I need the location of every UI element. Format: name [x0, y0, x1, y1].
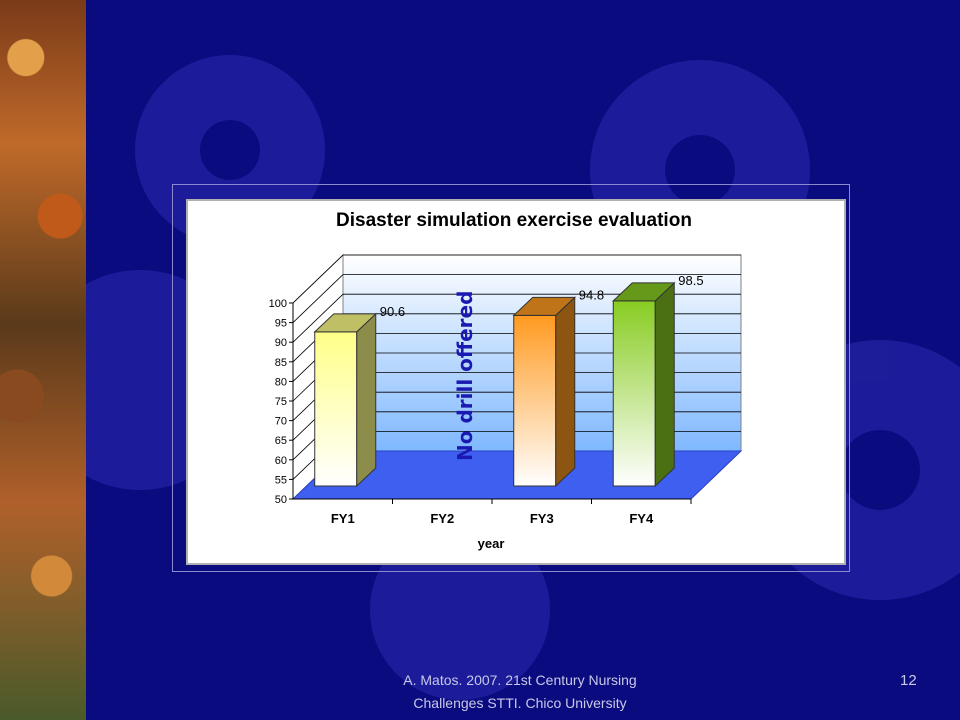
y-tick-label: 80	[275, 376, 287, 388]
x-tick-label: FY1	[331, 511, 355, 526]
footer-citation-line2: Challenges STTI. Chico University	[413, 695, 627, 711]
chart: Disaster simulation exercise evaluation …	[269, 210, 743, 551]
slide-number: 12	[900, 672, 917, 689]
y-tick-label: 90	[275, 337, 287, 349]
bar-front	[612, 300, 656, 487]
gridline	[292, 254, 344, 304]
y-tick-label: 100	[269, 298, 287, 310]
bar-fy1	[313, 312, 378, 488]
bar-top	[313, 313, 378, 333]
bar-side	[555, 296, 576, 488]
chart-frame	[172, 184, 850, 572]
data-label: 98.5	[678, 273, 703, 288]
gridline	[292, 293, 344, 343]
data-label: 90.6	[380, 304, 405, 319]
x-tick-label: FY4	[629, 511, 654, 526]
bar-front	[513, 314, 557, 487]
y-tick-label: 75	[275, 396, 287, 408]
y-tick-label: 55	[275, 474, 287, 486]
bar-fy4	[611, 281, 676, 488]
x-tick-label: FY3	[530, 511, 554, 526]
y-tick-label: 65	[275, 435, 287, 447]
x-tick-label: FY2	[430, 511, 454, 526]
chart-title: Disaster simulation exercise evaluation	[336, 210, 692, 231]
y-tick-label: 95	[275, 318, 287, 330]
y-tick-label: 85	[275, 357, 287, 369]
bar-front	[314, 331, 358, 487]
bar-fy3	[512, 296, 577, 488]
y-tick-label: 50	[275, 494, 287, 506]
footer-citation-line1: A. Matos. 2007. 21st Century Nursing	[403, 672, 637, 688]
chart-bars: 90.6 94.8 98.5	[313, 273, 704, 488]
bar-top	[611, 282, 676, 302]
x-axis-label: year	[478, 536, 505, 551]
decorative-image-strip	[0, 0, 86, 720]
y-tick-label: 70	[275, 416, 287, 428]
bar-side	[356, 312, 377, 488]
bar-side	[654, 281, 675, 488]
gridline	[292, 274, 344, 323]
bar-top	[512, 296, 577, 316]
y-tick-label: 60	[275, 455, 287, 467]
data-label: 94.8	[579, 287, 604, 302]
x-axis-ticks: FY1 FY2 FY3 FY4	[331, 499, 692, 526]
annotation-no-drill: No drill offered	[453, 291, 477, 461]
